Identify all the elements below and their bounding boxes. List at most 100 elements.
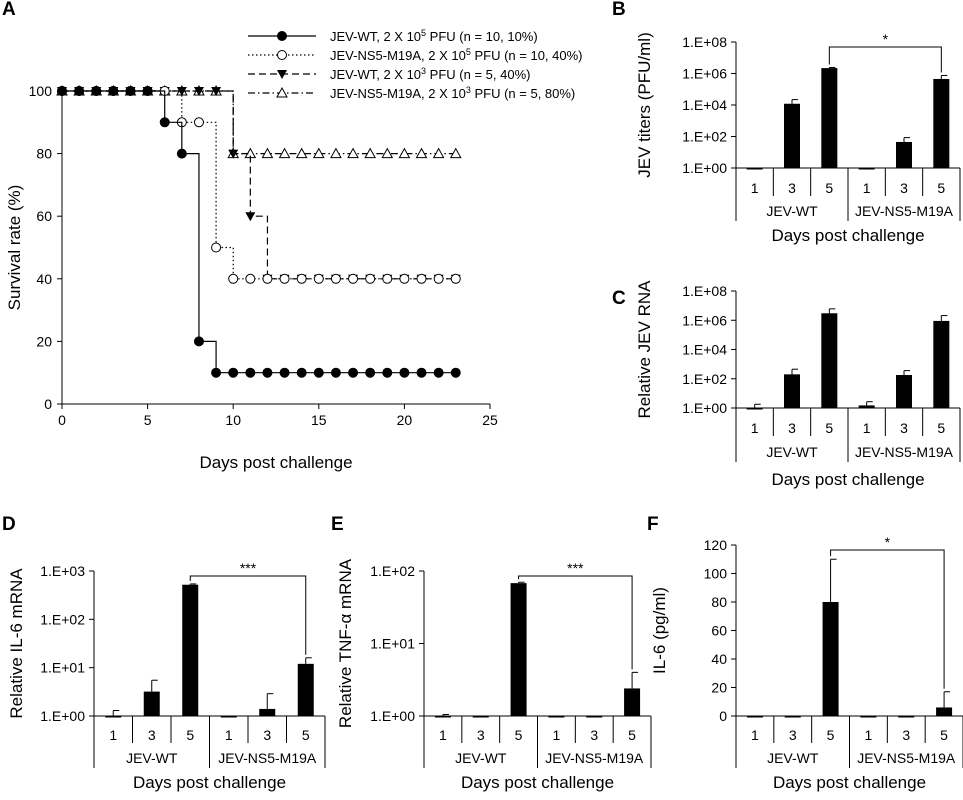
panel-d-significance-bracket: ***	[189, 560, 307, 655]
panel-a-x-tick-label: 20	[397, 412, 413, 428]
survival-point	[296, 367, 307, 378]
panel-b-y-tick-label: 1.E+00	[682, 160, 727, 176]
panel-d-group-label: JEV-WT	[126, 750, 178, 766]
panel-e-bar	[472, 716, 489, 718]
significance-label: ***	[567, 560, 584, 576]
panel-e-category-label: 3	[477, 727, 485, 743]
survival-point	[261, 147, 274, 159]
survival-point	[399, 273, 410, 284]
panel-b-bar	[784, 103, 800, 168]
legend-entry-tail: PFU (n = 10, 40%)	[471, 48, 583, 63]
panel-c: C 1.E+00 1.E+02 1.E+04 1.E+06 1.E+08 Relative …	[612, 280, 961, 489]
survival-point	[381, 147, 394, 159]
survival-point	[193, 336, 204, 347]
legend-entry: JEV-WT, 2 X 103 PFU (n = 5, 40%)	[330, 66, 530, 82]
panel-c-category-label: 5	[937, 420, 945, 436]
legend-entry-exponent: 3	[466, 85, 471, 95]
panel-f-bar	[860, 716, 877, 718]
panel-a-y-tick-label: 0	[44, 396, 52, 412]
panel-a-x-tick-label: 10	[225, 412, 241, 428]
panel-d-category-label: 3	[148, 727, 156, 743]
panel-d-bar	[220, 716, 237, 718]
panel-e-y-label: Relative TNF-α mRNA	[336, 558, 355, 728]
survival-point	[228, 367, 239, 378]
survival-point	[364, 147, 377, 159]
panel-c-bar	[858, 405, 875, 408]
survival-series-line	[62, 90, 456, 280]
survival-point	[277, 70, 287, 79]
panel-f-y-tick-label: 20	[711, 680, 727, 696]
panel-e-category-label: 5	[515, 727, 523, 743]
significance-label: *	[885, 534, 891, 550]
legend-entry-tail: PFU (n = 5, 80%)	[471, 86, 575, 101]
panel-c-x-label: Days post challenge	[771, 470, 924, 489]
legend-entry-exponent: 5	[421, 28, 426, 38]
panel-d-group-label: JEV-NS5-M19A	[218, 750, 317, 766]
survival-point	[365, 273, 376, 284]
survival-point	[193, 117, 204, 128]
panel-f-category-label: 3	[902, 727, 910, 743]
panel-f-category-label: 1	[751, 727, 759, 743]
survival-point	[176, 148, 187, 159]
survival-series-3	[57, 87, 461, 284]
panel-c-y-tick-label: 1.E+06	[682, 312, 727, 328]
panel-b-category-label: 3	[900, 180, 908, 196]
panel-d-bar	[182, 584, 199, 716]
panel-c-bar	[896, 375, 912, 408]
panel-d-category-label: 5	[186, 727, 194, 743]
panel-f-y-tick-label: 120	[704, 537, 728, 553]
panel-e-y-tick-label: 1.E+02	[370, 563, 415, 579]
survival-point	[433, 273, 444, 284]
panel-c-category-label: 1	[751, 420, 759, 436]
panel-a-x-label: Days post challenge	[199, 453, 352, 472]
panel-f-bar	[936, 707, 953, 716]
survival-point	[449, 147, 462, 159]
panel-b-category-label: 5	[937, 180, 945, 196]
panel-e-letter: E	[331, 514, 344, 535]
survival-point	[245, 273, 256, 284]
survival-point	[330, 367, 341, 378]
survival-point	[262, 367, 273, 378]
panel-b-letter: B	[612, 0, 626, 20]
survival-point	[278, 147, 291, 159]
survival-series-2	[57, 86, 461, 284]
panel-c-letter: C	[612, 288, 626, 309]
panel-f-bar	[822, 602, 839, 716]
panel-d: D 1.E+00 1.E+01 1.E+02 1.E+03 Relative IL-6 m…	[2, 514, 326, 792]
survival-point	[432, 147, 445, 159]
survival-point	[382, 273, 393, 284]
panel-e-group-label: JEV-WT	[455, 750, 507, 766]
panel-f-bar	[746, 716, 763, 718]
survival-point	[398, 147, 411, 159]
legend-entry: JEV-NS5-M19A, 2 X 105 PFU (n = 10, 40%)	[330, 47, 583, 63]
panel-d-y-tick-label: 1.E+01	[40, 660, 85, 676]
panel-c-bar	[746, 408, 763, 410]
panel-c-category-label: 5	[825, 420, 833, 436]
panel-f-category-label: 3	[789, 727, 797, 743]
panel-b-significance-bracket: *	[828, 31, 942, 73]
panel-c-y-tick-label: 1.E+04	[682, 342, 727, 358]
significance-line	[830, 549, 945, 689]
panel-f-x-label: Days post challenge	[773, 773, 926, 792]
survival-point	[382, 367, 393, 378]
panel-b-bar	[746, 168, 763, 170]
panel-d-category-label: 5	[302, 727, 310, 743]
panel-a-y-tick-label: 20	[36, 333, 52, 349]
panel-a-y-tick-label: 60	[36, 208, 52, 224]
panel-f-y-tick-label: 40	[711, 651, 727, 667]
panel-b-bar	[821, 68, 838, 168]
panel-b-x-label: Days post challenge	[771, 226, 924, 245]
significance-label: ***	[240, 560, 257, 576]
panel-b-category-label: 1	[863, 180, 871, 196]
panel-a-y-tick-label: 100	[29, 83, 53, 99]
panel-d-bar	[105, 716, 122, 718]
panel-b-y-tick-label: 1.E+06	[682, 66, 727, 82]
panel-e-bar	[586, 716, 603, 718]
panel-b-y-tick-label: 1.E+02	[682, 129, 727, 145]
legend-entry-exponent: 3	[421, 66, 426, 76]
panel-a: A 0 5 10 15 20 25 0 20 40 60 80 100 Days post challen…	[2, 0, 583, 472]
survival-point	[313, 367, 324, 378]
survival-point	[159, 117, 170, 128]
panel-c-y-tick-label: 1.E+02	[682, 371, 727, 387]
survival-point	[347, 147, 359, 159]
